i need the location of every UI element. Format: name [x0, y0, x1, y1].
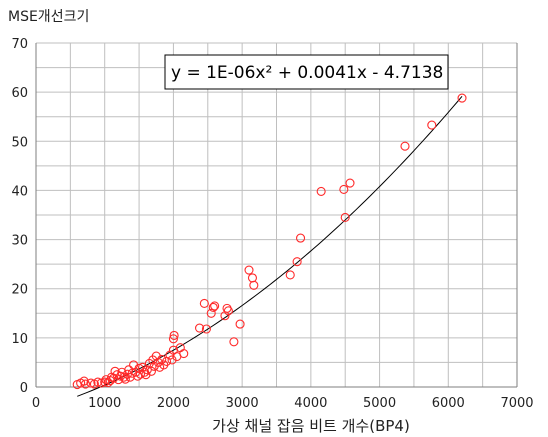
y-tick-label: 60 — [11, 86, 28, 101]
trendline — [77, 96, 463, 397]
x-tick-labels: 0 1000 2000 3000 4000 5000 6000 7000 — [32, 396, 534, 411]
y-tick-label: 30 — [11, 234, 28, 249]
x-tick-label: 0 — [32, 396, 40, 411]
data-point — [169, 330, 179, 340]
data-point — [201, 324, 211, 334]
y-tick-label: 70 — [11, 37, 28, 52]
x-tick-label: 4000 — [294, 396, 327, 411]
data-point — [339, 184, 349, 194]
equation-box: y = 1E-06x² + 0.0041x - 4.7138 — [164, 54, 449, 90]
data-point — [247, 273, 257, 283]
data-point — [146, 366, 156, 376]
data-point — [80, 379, 91, 389]
data-point — [229, 337, 239, 347]
data-point — [168, 334, 178, 344]
data-point — [157, 354, 167, 365]
axes — [35, 43, 518, 388]
data-points — [72, 93, 467, 390]
trendline-layer — [77, 96, 463, 397]
trendline-equation: y = 1E-06x² + 0.0041x - 4.7138 — [171, 63, 443, 83]
data-point — [345, 178, 355, 188]
y-tick-label: 50 — [11, 135, 28, 150]
data-point — [400, 141, 410, 151]
equation-box-border — [164, 54, 449, 90]
data-point — [457, 93, 467, 103]
x-tick-label: 6000 — [432, 396, 465, 411]
data-point — [249, 280, 259, 290]
data-point — [86, 378, 96, 388]
data-point — [120, 374, 130, 384]
data-point — [340, 212, 350, 223]
data-point — [208, 302, 218, 312]
y-axis-label: MSE개선크기 — [8, 9, 89, 25]
data-point — [194, 323, 205, 333]
data-point — [235, 319, 245, 329]
y-tick-label: 0 — [20, 381, 28, 396]
data-point — [316, 186, 326, 196]
y-tick-label: 20 — [11, 283, 28, 298]
data-point — [100, 377, 110, 387]
data-point — [93, 377, 103, 387]
data-point — [427, 120, 437, 130]
data-point — [206, 308, 216, 318]
data-point — [292, 257, 302, 267]
x-axis-label: 가상 채널 잡음 비트 개수(BP4) — [212, 417, 410, 435]
x-tick-label: 2000 — [157, 396, 190, 411]
data-point — [222, 303, 232, 313]
gridlines — [36, 42, 517, 387]
x-tick-label: 5000 — [363, 396, 396, 411]
y-tick-label: 10 — [11, 332, 28, 347]
x-tick-label: 7000 — [500, 396, 533, 411]
data-point — [285, 270, 295, 280]
data-point — [179, 349, 189, 359]
data-point — [223, 306, 233, 316]
x-tick-label: 3000 — [226, 396, 259, 411]
data-point — [244, 265, 254, 275]
data-point — [115, 371, 126, 381]
data-point — [122, 369, 132, 379]
data-point — [199, 298, 209, 309]
y-tick-labels: 0 10 20 30 40 50 60 70 — [11, 37, 28, 396]
data-point — [137, 362, 148, 372]
x-tick-label: 1000 — [88, 396, 121, 411]
data-point — [210, 301, 220, 311]
y-tick-label: 40 — [11, 184, 28, 199]
data-point — [140, 367, 150, 377]
data-point — [135, 369, 145, 379]
data-point — [295, 233, 306, 243]
